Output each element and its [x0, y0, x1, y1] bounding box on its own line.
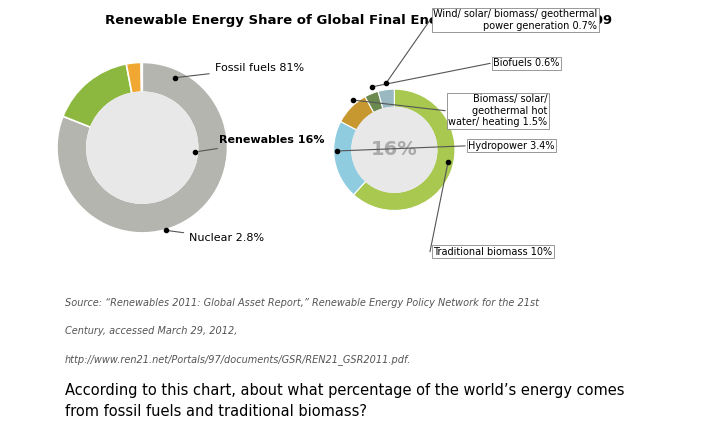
Wedge shape: [63, 64, 132, 127]
Text: Century, accessed March 29, 2012,: Century, accessed March 29, 2012,: [65, 326, 237, 336]
Text: http://www.ren21.net/Portals/97/documents/GSR/REN21_GSR2011.pdf.: http://www.ren21.net/Portals/97/document…: [65, 354, 411, 366]
Wedge shape: [353, 89, 455, 211]
Wedge shape: [378, 89, 394, 109]
Wedge shape: [126, 62, 141, 93]
Circle shape: [87, 92, 198, 203]
Circle shape: [352, 107, 437, 192]
Text: Wind/ solar/ biomass/ geothermal
power generation 0.7%: Wind/ solar/ biomass/ geothermal power g…: [433, 9, 597, 31]
Text: 16%: 16%: [371, 140, 418, 159]
Text: Renewables 16%: Renewables 16%: [198, 135, 325, 152]
Text: Biomass/ solar/
geothermal hot
water/ heating 1.5%: Biomass/ solar/ geothermal hot water/ he…: [448, 94, 547, 127]
Wedge shape: [341, 97, 374, 130]
Text: Renewable Energy Share of Global Final Energy Consumption, 2009: Renewable Energy Share of Global Final E…: [105, 15, 612, 27]
Text: Source: “Renewables 2011: Global Asset Report,” Renewable Energy Policy Network : Source: “Renewables 2011: Global Asset R…: [65, 298, 538, 308]
Wedge shape: [57, 62, 227, 233]
Text: Traditional biomass 10%: Traditional biomass 10%: [433, 247, 552, 256]
Text: Fossil fuels 81%: Fossil fuels 81%: [177, 63, 304, 77]
Wedge shape: [333, 122, 366, 195]
Wedge shape: [141, 62, 142, 92]
Text: Biofuels 0.6%: Biofuels 0.6%: [493, 58, 559, 68]
Text: Nuclear 2.8%: Nuclear 2.8%: [169, 231, 265, 244]
Text: According to this chart, about what percentage of the world’s energy comes
from : According to this chart, about what perc…: [65, 383, 624, 419]
Wedge shape: [365, 91, 383, 113]
Text: Hydropower 3.4%: Hydropower 3.4%: [468, 141, 554, 151]
